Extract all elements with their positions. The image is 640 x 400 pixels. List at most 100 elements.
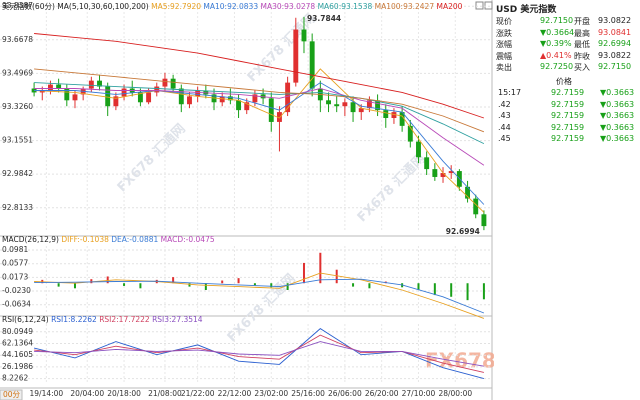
x-tick-label: 20/18:00 — [107, 389, 141, 398]
quote-row: 现价 92.7150 开盘 93.0822 — [496, 16, 638, 27]
header-item: MA(5,10,30,60,100,200) — [57, 2, 148, 11]
candle-body — [276, 112, 282, 122]
quote-text: ▼0.3663 — [600, 134, 635, 143]
y-tick-label: -0.0230 — [2, 286, 31, 295]
y-tick-label: 0.0577 — [2, 259, 28, 268]
quote-text: ▼0.3663 — [600, 111, 635, 120]
candle-body — [268, 98, 274, 122]
header-item: DIFF:-0.1038 — [61, 235, 109, 244]
line — [34, 33, 485, 119]
candle-body — [375, 100, 381, 111]
quote-text: 现价 — [496, 17, 512, 26]
header-item: MA60:93.1538 — [318, 2, 373, 11]
quote-text: 买入 — [574, 63, 590, 72]
candle-body — [121, 88, 127, 97]
candle-body — [407, 125, 413, 142]
header-item: MA100:93.2427 — [375, 2, 435, 11]
quote-text: 开盘 — [574, 17, 590, 26]
x-tick-label: 27/10:00 — [402, 389, 436, 398]
quote-row: 价格 — [496, 76, 638, 87]
line — [34, 68, 485, 133]
candle-body — [309, 41, 315, 89]
candle-body — [481, 214, 487, 227]
panel-header: 美元指数(60分) MA(5,10,30,60,100,200) MA5:92.… — [2, 1, 463, 11]
header-item: MACD:-0.0475 — [161, 235, 215, 244]
candle-body — [399, 112, 405, 126]
quote-text: 92.7159 — [551, 111, 585, 120]
quote-text: 92.7250 — [540, 62, 574, 71]
quote-row: 震幅 ▲0.41% 昨收 93.0822 — [496, 51, 638, 62]
candle-body — [31, 88, 37, 93]
quote-text: 92.7159 — [551, 122, 585, 132]
candle-body — [366, 100, 372, 109]
candle-body — [154, 86, 160, 93]
line — [34, 341, 484, 367]
header-item: MA5:92.7920 — [151, 2, 201, 11]
x-tick-label: 28/00:00 — [438, 389, 472, 398]
candle-body — [465, 186, 471, 199]
y-tick-label: 0.0173 — [2, 272, 28, 281]
candle-body — [137, 92, 143, 103]
candle-body — [113, 96, 119, 107]
x-tick-label: 23/02:00 — [254, 389, 288, 398]
candle-body — [72, 94, 78, 101]
quote-text: 价格 — [556, 77, 572, 86]
icon[interactable] — [484, 1, 493, 10]
quote-text: ▼0.3663 — [600, 122, 635, 132]
candle-body — [334, 104, 340, 107]
candle-body — [440, 173, 446, 177]
candle-body — [424, 157, 430, 170]
candle-body — [383, 110, 389, 118]
quote-title: USD 美元指数 — [496, 5, 557, 15]
line — [33, 328, 485, 380]
candle-body — [187, 96, 192, 105]
y-tick-label: 8.2262 — [2, 374, 28, 383]
high-label: 93.7844 — [307, 14, 341, 23]
candle-body — [88, 80, 94, 89]
y-tick-label: 93.4969 — [2, 68, 33, 77]
y-tick-label: -0.0634 — [2, 300, 31, 309]
quote-row: 卖出 92.7250 买入 92.7150 — [496, 62, 638, 73]
candle-body — [432, 169, 438, 177]
quote-text: 涨跌 — [496, 28, 512, 38]
quote-text: 卖出 — [496, 63, 512, 72]
quote-panel: USD 美元指数 现价 92.7150 开盘 93.0822 涨跌 ▼0.3664 最高 93… — [494, 0, 640, 400]
quote-text: 震幅 — [496, 51, 512, 61]
quote-text: 92.7150 — [540, 16, 574, 25]
y-tick-label: 93.8387 — [2, 1, 33, 10]
y-tick-label: 93.3260 — [2, 102, 33, 111]
period-button-label[interactable]: 00分 — [3, 390, 21, 399]
y-tick-label: 93.1551 — [2, 136, 33, 145]
x-tick-label: 21/08:00 — [148, 389, 182, 398]
quote-row: 涨跌 ▼0.3664 最高 93.0841 — [496, 28, 638, 39]
quote-text: 最低 — [574, 40, 590, 49]
candle-body — [448, 171, 454, 174]
icon[interactable] — [475, 1, 484, 10]
y-tick-label: 0.0981 — [2, 245, 28, 254]
line — [34, 278, 485, 314]
header-item: 美元指数(60分) — [2, 1, 55, 11]
candle-body — [219, 96, 225, 103]
candle-body — [236, 100, 242, 111]
chart: FX678 汇通网 FX678 汇通网 FX678 汇通网 FX678 汇通网 … — [0, 0, 494, 400]
y-tick-label: 80.0949 — [2, 327, 33, 336]
header-item: RSI1:8.2262 — [51, 315, 97, 324]
quote-text: 最高 — [574, 28, 590, 38]
period-button[interactable] — [0, 389, 23, 400]
x-tick-label: 26/20:00 — [365, 389, 399, 398]
candle-body — [244, 102, 250, 111]
quote-text: 92.7159 — [551, 88, 585, 97]
background — [0, 0, 494, 400]
header-item: MACD(26,12,9) — [2, 235, 59, 244]
quote-text: .45 — [498, 134, 511, 143]
quote-row: 涨幅 ▼0.39% 最低 92.6994 — [496, 39, 638, 50]
header-item: RSI2:17.7222 — [99, 315, 150, 324]
x-tick-label: 20/04:00 — [70, 389, 104, 398]
candle-body — [170, 78, 176, 89]
quote-text: ▼0.39% — [540, 39, 572, 48]
y-tick-label: 92.8133 — [2, 203, 33, 212]
quote-text: 92.7159 — [551, 134, 585, 143]
candle-body — [146, 92, 152, 103]
quote-text: ▼0.3663 — [600, 99, 635, 109]
candle-body — [416, 141, 421, 158]
